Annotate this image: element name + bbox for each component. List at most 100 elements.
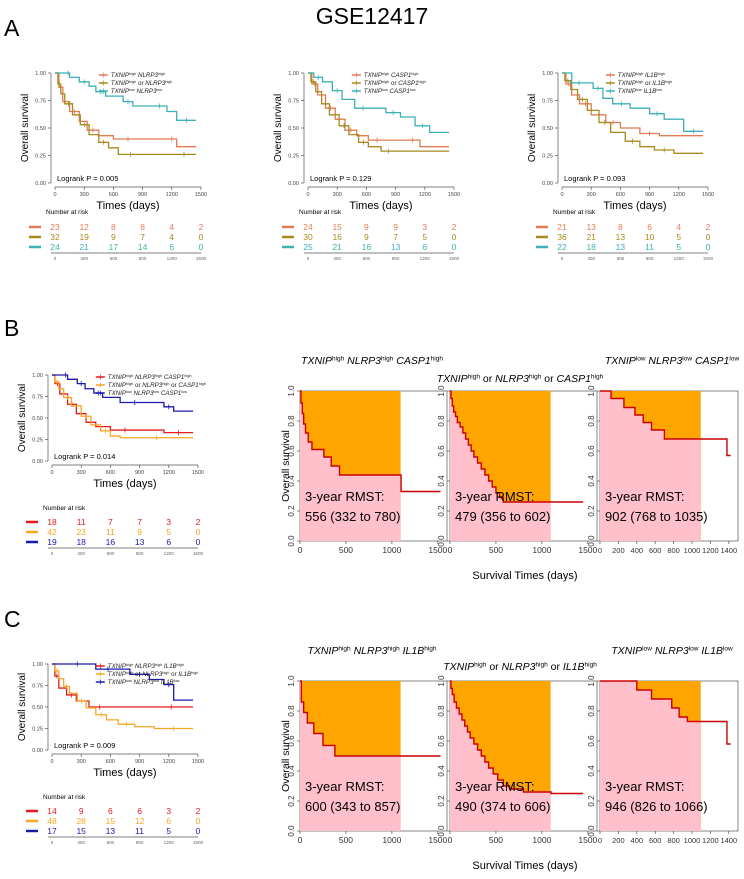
panel-b-km-curve-0 xyxy=(52,374,194,434)
panel-a-1-y-tick-label: 0.00 xyxy=(35,181,46,187)
panel-c-y-tick-label: 0.50 xyxy=(32,705,43,711)
panel-b-rmst-1-x-tick-label: 1000 xyxy=(382,545,401,555)
panel-b-risk-value: 19 xyxy=(47,537,57,547)
panel-c-rmst-2-rmst-label: 3-year RMST: xyxy=(455,779,534,794)
panel-a-1-risk-value: 9 xyxy=(111,232,116,242)
panel-c-x-label: Times (days) xyxy=(93,767,156,779)
panel-c-legend-item-part: low xyxy=(174,679,180,683)
panel-a-1-legend-item-part: TXNIP xyxy=(111,72,130,79)
panel-b-rmst-title-2-part: or xyxy=(541,373,556,385)
panel-a-3-risk-value: 8 xyxy=(618,222,623,232)
panel-c-risk-value: 3 xyxy=(166,806,171,816)
panel-a-3-risk-value: 11 xyxy=(645,242,654,252)
panel-c-rmst-3-x-tick-label: 1400 xyxy=(720,836,737,845)
panel-b-rmst-x-label: Survival Times (days) xyxy=(472,570,577,582)
panel-c-legend-item-part: high xyxy=(126,671,133,675)
panel-a-3-y-tick-label: 0.00 xyxy=(542,181,553,187)
panel-b-rmst-1-x-tick-label: 500 xyxy=(339,545,353,555)
panel-a-2-risk-value: 25 xyxy=(303,242,313,252)
panel-b-rmst-title-1-part: TXNIP xyxy=(301,355,332,367)
panel-c-rmst-title-2: TXNIPhigh or NLRP3high or IL1Bhigh xyxy=(443,661,597,673)
panel-b-rmst-3-survival-curve xyxy=(600,390,731,457)
panel-c-logrank-value: P = 0.009 xyxy=(83,741,115,750)
panel-a-1-y-tick-label: 0.25 xyxy=(35,154,46,160)
panel-a-1-legend-item-part: NLRP3 xyxy=(135,88,157,95)
panel-c-rmst-title-2-part: high xyxy=(535,661,548,668)
panel-b-legend-item-part: NLRP3 xyxy=(133,374,155,381)
panel-a-3-risk-x-tick-label: 300 xyxy=(587,256,595,261)
panel-a-1-risk-value: 23 xyxy=(50,222,60,232)
panel-c-legend-item-part: IL1B xyxy=(162,663,176,670)
panel-c-risk-value: 12 xyxy=(135,816,145,826)
panel-b-rmst-1-y-tick-label: 0.0 xyxy=(287,535,296,547)
panel-c-rmst-2-y-tick-label: 0.6 xyxy=(437,735,446,747)
panel-a-1-legend-item-part: or xyxy=(136,80,145,87)
panel-c-x-tick-label: 900 xyxy=(135,759,144,765)
panel-b-rmst-3-y-tick-label: 1.0 xyxy=(587,385,596,397)
panel-a-2-risk-title: Number at risk xyxy=(299,209,342,216)
panel-c-risk-value: 14 xyxy=(47,806,57,816)
panel-b-rmst-1-y-tick-label: 1.0 xyxy=(287,385,296,397)
panel-a-3-risk-title: Number at risk xyxy=(553,209,596,216)
panel-b-risk-title: Number at risk xyxy=(43,505,86,512)
panel-a-1-y-label: Overall survival xyxy=(20,94,31,162)
panel-a-1-risk-value: 6 xyxy=(169,242,174,252)
panel-c-legend-item-part: NLRP3 xyxy=(132,679,154,686)
panel-a-2-logrank-label: Logrank xyxy=(310,174,339,183)
panel-c-rmst-2-y-tick-label: 0.0 xyxy=(437,825,446,837)
panel-a-1-y-tick-label: 0.50 xyxy=(35,126,46,132)
panel-c-rmst-2-x-tick-label: 1500 xyxy=(578,835,597,845)
panel-c-legend-item-part: high xyxy=(162,671,169,675)
panel-a-2-risk-value: 9 xyxy=(393,222,398,232)
panel-a-2-legend-item-part: CASP1 xyxy=(389,72,411,79)
panel-a-2-legend-item-part: CASP1 xyxy=(388,88,410,95)
panel-a-2-risk-x-tick-label: 300 xyxy=(333,256,341,261)
panel-a-1-risk-value: 32 xyxy=(50,232,60,242)
panel-a-2-risk-value: 6 xyxy=(422,242,427,252)
panel-c-rmst-1-y-tick-label: 0.2 xyxy=(287,795,296,807)
panel-a-1-x-tick-label: 900 xyxy=(138,192,147,198)
panel-a-3-risk-value: 21 xyxy=(557,222,567,232)
panel-c-risk-x-tick-label: 300 xyxy=(77,840,85,845)
panel-c-legend-item-part: high xyxy=(155,663,162,667)
panel-c-rmst-2-rmst-value: 490 (374 to 606) xyxy=(455,799,550,814)
panel-c-legend-item-part: NLRP3 xyxy=(142,671,163,678)
panel-c-rmst-3-y-tick-label: 0.0 xyxy=(587,825,596,837)
panel-b-rmst-2-x-tick-label: 1500 xyxy=(578,545,597,555)
panel-a-3-risk-value: 6 xyxy=(647,222,652,232)
panel-b-rmst-1-y-tick-label: 0.4 xyxy=(287,475,296,487)
panel-c-rmst-y-label: Overall survival xyxy=(280,720,292,792)
panel-a-3-risk-x-tick-label: 1500 xyxy=(703,256,714,261)
panel-a-3-risk-value: 5 xyxy=(676,232,681,242)
panel-c-legend-item-part: TXNIP xyxy=(108,663,127,670)
panel-a-3-legend-item-part: TXNIP xyxy=(618,80,637,87)
panel-a-3-risk-value: 5 xyxy=(676,242,681,252)
panel-c-rmst-title-3: TXNIPlow NLRP3low IL1Blow xyxy=(611,645,733,657)
panel-c-rmst-3-x-tick-label: 1200 xyxy=(702,836,719,845)
panel-b-rmst-title-1-part: high xyxy=(431,355,444,362)
panel-b-rmst-title-2-part: high xyxy=(591,373,604,380)
panel-b-risk-value: 23 xyxy=(76,527,86,537)
panel-b-risk-x-tick-label: 0 xyxy=(51,551,54,556)
panel-a-3-legend-item-part: high xyxy=(636,80,643,84)
panel-a-1-y-tick-label: 0.75 xyxy=(35,99,46,105)
panel-a-2-risk-value: 9 xyxy=(364,222,369,232)
panel-c-rmst-3-survival-curve xyxy=(600,680,731,745)
panel-b-rmst-title-2: TXNIPhigh or NLRP3high or CASP1high xyxy=(437,373,604,385)
panel-c-legend-item: TXNIPlow NLRP3low IL1Blow xyxy=(108,679,180,686)
panel-a-3-y-tick-label: 0.25 xyxy=(542,154,553,160)
panel-b-rmst-3-x-tick-label: 0 xyxy=(598,546,602,555)
panel-a-3-risk-x-tick-label: 1200 xyxy=(674,256,685,261)
panel-a-2-legend-item-part: TXNIP xyxy=(364,80,383,87)
panel-b-rmst-title-2-part: CASP1 xyxy=(556,373,590,385)
panel-c-risk-x-tick-label: 600 xyxy=(107,840,115,845)
panel-a-2-km-curve-0 xyxy=(308,72,450,148)
panel-a-1-legend-item: TXNIPlow NLRP3low xyxy=(111,88,163,95)
panel-b-legend-item-part: high xyxy=(184,374,191,378)
panel-c-legend-item-part: low xyxy=(126,679,132,683)
panel-b-risk-value: 9 xyxy=(137,527,142,537)
panel-b-rmst-title-2-part: or xyxy=(480,373,495,385)
panel-a-3-risk-value: 0 xyxy=(706,232,711,242)
panel-b-rmst-1-rmst-value: 556 (332 to 780) xyxy=(305,509,400,524)
